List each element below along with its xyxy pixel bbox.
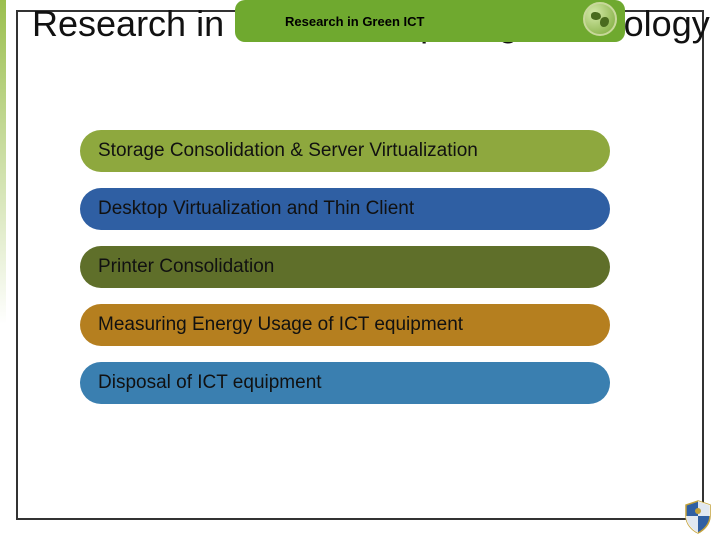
topic-label: Measuring Energy Usage of ICT equipment: [98, 314, 463, 336]
topic-list: Storage Consolidation & Server Virtualiz…: [80, 130, 610, 420]
topic-label: Storage Consolidation & Server Virtualiz…: [98, 140, 478, 162]
shield-icon: [684, 500, 712, 534]
topic-row: Storage Consolidation & Server Virtualiz…: [80, 130, 610, 172]
topic-label: Printer Consolidation: [98, 256, 274, 278]
topic-row: Printer Consolidation: [80, 246, 610, 288]
topic-label: Disposal of ICT equipment: [98, 372, 322, 394]
topic-label: Desktop Virtualization and Thin Client: [98, 198, 414, 220]
header-banner: Research in Green ICT: [235, 0, 625, 42]
header-banner-text: Research in Green ICT: [285, 14, 424, 29]
topic-row: Measuring Energy Usage of ICT equipment: [80, 304, 610, 346]
globe-icon: [583, 2, 617, 36]
left-accent-strip: [0, 0, 6, 540]
topic-row: Desktop Virtualization and Thin Client: [80, 188, 610, 230]
topic-row: Disposal of ICT equipment: [80, 362, 610, 404]
